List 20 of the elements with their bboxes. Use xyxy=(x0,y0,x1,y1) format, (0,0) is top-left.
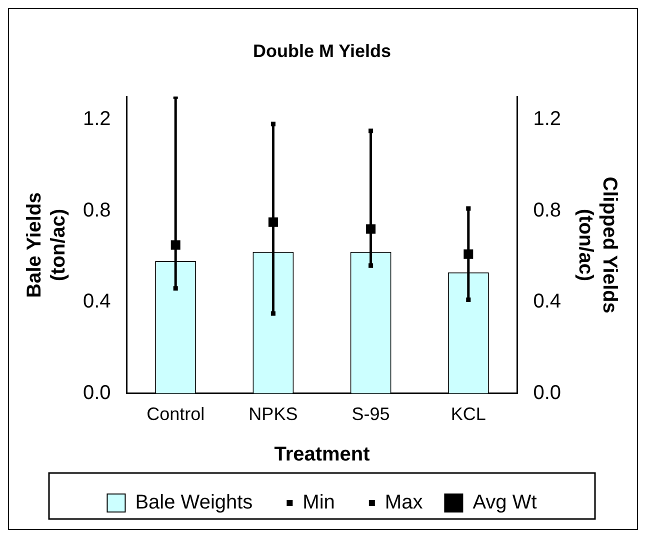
y-tick-label: 1.2 xyxy=(82,108,111,130)
y2-tick-label: 1.2 xyxy=(533,108,562,130)
x-axis-title: Treatment xyxy=(274,444,370,466)
y-tick-label: 0.4 xyxy=(82,290,111,313)
x-tick-label: S-95 xyxy=(352,404,390,424)
y2-tick-label: 0.8 xyxy=(533,199,562,222)
y-axis-title: Bale Yields (ton/ac) xyxy=(24,192,70,298)
x-tick-label: Control xyxy=(146,404,205,424)
legend-label: Avg Wt xyxy=(472,492,538,514)
legend-label: Bale Weights xyxy=(135,492,253,514)
chart-title: Double M Yields xyxy=(252,40,392,61)
y-tick-label: 0.0 xyxy=(82,382,111,404)
x-tick-label: NPKS xyxy=(248,404,298,424)
y-tick-label: 0.8 xyxy=(82,199,111,222)
legend-label: Max xyxy=(384,492,423,514)
y2-tick-label: 0.0 xyxy=(533,382,562,404)
legend-label: Min xyxy=(302,492,335,514)
y2-axis-title: Clipped Yields (ton/ac) xyxy=(574,176,620,314)
x-tick-label: KCL xyxy=(450,404,486,424)
y2-tick-label: 0.4 xyxy=(533,290,562,313)
